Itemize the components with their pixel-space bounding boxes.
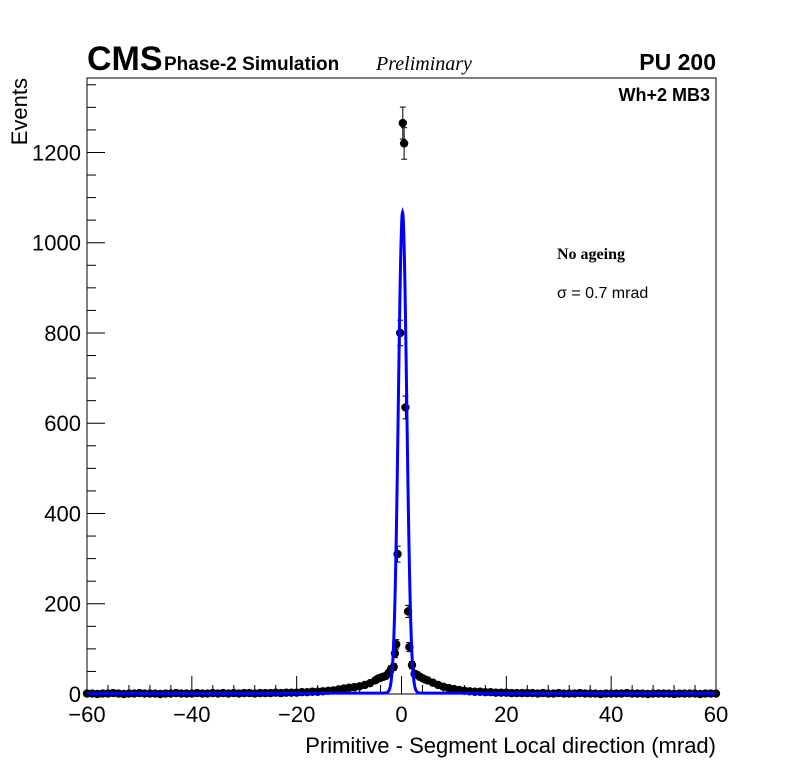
x-tick-label: 20 bbox=[494, 702, 518, 727]
data-point bbox=[398, 118, 408, 128]
pileup-label: PU 200 bbox=[639, 49, 716, 75]
phase2-label: Phase-2 Simulation bbox=[164, 54, 339, 75]
plot-area bbox=[82, 106, 721, 699]
x-tick-label: −20 bbox=[278, 702, 315, 727]
cms-label: CMS bbox=[87, 40, 163, 78]
preliminary-label: Preliminary bbox=[375, 53, 472, 75]
axis-ticks bbox=[86, 84, 717, 695]
sigma-label: σ = 0.7 mrad bbox=[557, 285, 648, 302]
x-tick-label: 40 bbox=[599, 702, 623, 727]
y-tick-label: 0 bbox=[69, 682, 81, 707]
x-tick-label: 0 bbox=[395, 702, 407, 727]
y-axis-label: Events bbox=[7, 78, 32, 145]
fit-curve bbox=[87, 206, 716, 695]
x-tick-label: −60 bbox=[68, 702, 105, 727]
station-label: Wh+2 MB3 bbox=[618, 85, 710, 105]
y-tick-label: 1000 bbox=[32, 231, 81, 256]
y-tick-label: 200 bbox=[44, 592, 81, 617]
ageing-label: No ageing bbox=[557, 246, 625, 263]
y-tick-label: 600 bbox=[44, 411, 81, 436]
data-point bbox=[399, 139, 409, 148]
x-axis-label: Primitive - Segment Local direction (mra… bbox=[305, 733, 716, 758]
y-tick-label: 400 bbox=[44, 501, 81, 526]
x-tick-label: −40 bbox=[173, 702, 210, 727]
plot-frame bbox=[86, 77, 717, 695]
y-tick-label: 800 bbox=[44, 321, 81, 346]
data-points bbox=[82, 106, 721, 699]
x-tick-label: 60 bbox=[704, 702, 728, 727]
y-tick-label: 1200 bbox=[32, 140, 81, 165]
